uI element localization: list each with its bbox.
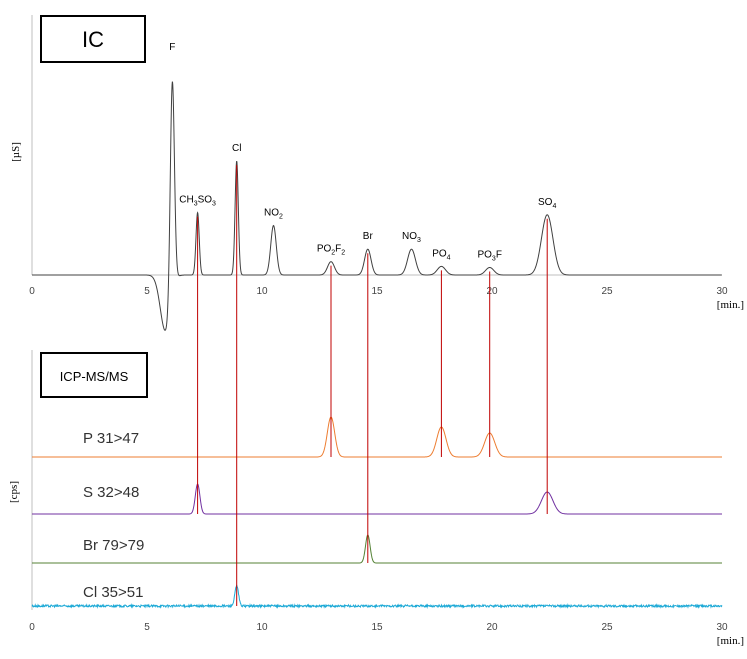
ic-tick-0: 0 (29, 286, 35, 297)
icpms-tick-30: 30 (716, 622, 728, 633)
ic-title-box (40, 15, 146, 63)
icpms-tick-25: 25 (601, 622, 613, 633)
ic-peak-label-no3: NO3 (402, 231, 421, 244)
icpms-x-tick-labels: 0 5 10 15 20 25 30 (29, 622, 728, 633)
series-label-3: Br 79>79 (83, 537, 144, 554)
ic-x-unit: [min.] (717, 299, 744, 311)
ic-y-label: [µS] (10, 142, 22, 162)
ic-tick-25: 25 (601, 286, 613, 297)
series-line-4 (31, 583, 723, 609)
series-label-2: S 32>48 (83, 484, 139, 501)
icpms-tick-5: 5 (144, 622, 150, 633)
ic-tick-10: 10 (256, 286, 268, 297)
ic-tick-20: 20 (486, 286, 498, 297)
icpms-tick-15: 15 (371, 622, 383, 633)
ic-title: IC (82, 27, 104, 52)
ic-peak-label-po2f2: PO2F2 (317, 244, 345, 257)
series-label-4: Cl 35>51 (83, 584, 143, 601)
series-line-2 (32, 483, 722, 515)
icpms-tick-20: 20 (486, 622, 498, 633)
ic-panel: IC [µS] [min.] 0 5 10 15 20 25 30 F CH3SO3 Cl NO2… (10, 15, 744, 331)
ic-peak-label-cl: Cl (232, 143, 241, 154)
icpms-tick-10: 10 (256, 622, 268, 633)
icpms-title: ICP-MS/MS (60, 369, 129, 384)
ic-peak-label-f: F (169, 42, 175, 53)
series-line-3 (32, 534, 722, 564)
ic-peak-label-po3f: PO3F (477, 249, 501, 262)
ic-trace (32, 81, 722, 331)
ic-peak-label-po4: PO4 (432, 248, 450, 261)
series-line-1 (32, 416, 722, 458)
retention-markers (197, 165, 548, 606)
ic-peak-label-br: Br (363, 231, 374, 242)
ic-peak-label-so4: SO4 (538, 197, 556, 210)
icpms-panel: ICP-MS/MS [cps] [min.] 0 5 10 15 20 25 30 P 31… (8, 350, 744, 647)
ic-tick-30: 30 (716, 286, 728, 297)
icpms-x-unit: [min.] (717, 635, 744, 647)
ic-peak-labels: F CH3SO3 Cl NO2 PO2F2 Br NO3 PO4 PO3F SO4 (169, 42, 556, 262)
icpms-tick-0: 0 (29, 622, 35, 633)
ic-peak-label-ch3so3: CH3SO3 (179, 195, 216, 208)
ic-tick-5: 5 (144, 286, 150, 297)
icpms-y-label: [cps] (8, 481, 20, 503)
icpms-title-box (40, 352, 148, 398)
ic-x-tick-labels: 0 5 10 15 20 25 30 (29, 286, 728, 297)
icpms-series: P 31>47 S 32>48 Br 79>79 Cl 35>51 (31, 416, 723, 609)
series-label-1: P 31>47 (83, 430, 139, 447)
ic-tick-15: 15 (371, 286, 383, 297)
ic-peak-label-no2: NO2 (264, 208, 283, 221)
